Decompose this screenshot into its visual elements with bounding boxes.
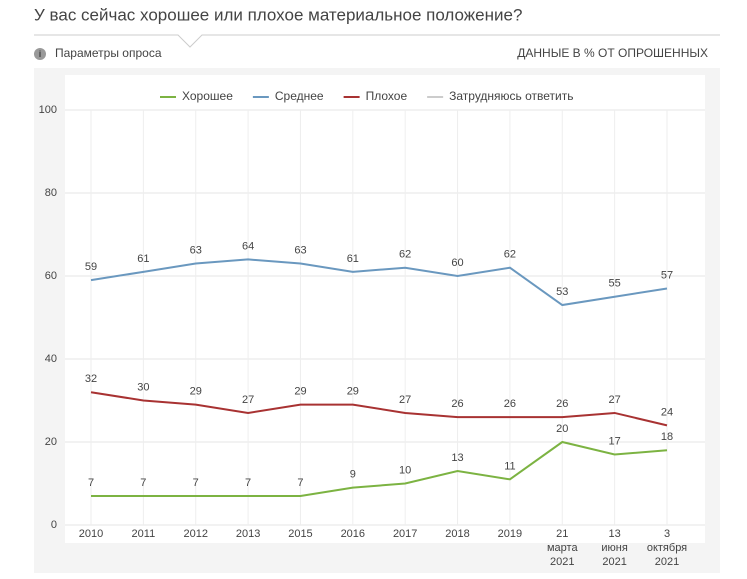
data-label: 9: [350, 469, 356, 481]
data-label: 61: [137, 253, 149, 265]
x-tick-label: 2010: [79, 528, 103, 540]
y-tick-label: 20: [45, 436, 57, 448]
data-label: 61: [347, 253, 359, 265]
plot-area: [65, 75, 705, 543]
x-tick-label: 2013: [236, 528, 260, 540]
data-label: 59: [85, 261, 97, 273]
data-label: 29: [294, 386, 306, 398]
data-label: 7: [88, 477, 94, 489]
x-tick-label: 2018: [445, 528, 469, 540]
x-tick-label: 21 марта 2021: [547, 528, 578, 568]
data-label: 29: [347, 386, 359, 398]
legend-label[interactable]: Хорошее: [182, 89, 233, 103]
data-label: 7: [245, 477, 251, 489]
info-icon[interactable]: [34, 48, 46, 60]
legend-label[interactable]: Плохое: [366, 89, 408, 103]
data-label: 62: [399, 249, 411, 261]
y-tick-label: 40: [45, 353, 57, 365]
data-label: 57: [661, 269, 673, 281]
x-tick-label: 2017: [393, 528, 417, 540]
y-tick-label: 80: [45, 187, 57, 199]
x-tick-label: 2019: [498, 528, 522, 540]
data-label: 55: [609, 278, 621, 290]
y-tick-label: 0: [51, 519, 57, 531]
units-note: ДАННЫЕ В % ОТ ОПРОШЕННЫХ: [517, 46, 708, 60]
x-tick-label: 2016: [341, 528, 365, 540]
data-label: 13: [451, 452, 463, 464]
data-label: 24: [661, 406, 673, 418]
data-label: 7: [140, 477, 146, 489]
data-label: 11: [504, 460, 515, 472]
data-label: 29: [190, 386, 202, 398]
data-label: 62: [504, 249, 516, 261]
series-line: [91, 440, 668, 497]
data-label: 53: [556, 286, 568, 298]
data-label: 7: [193, 477, 199, 489]
survey-params[interactable]: Параметры опроса: [55, 46, 162, 60]
info-icon-glyph: i: [39, 49, 42, 59]
data-label: 60: [451, 257, 463, 269]
data-label: 18: [661, 431, 673, 443]
data-label: 32: [85, 373, 97, 385]
data-label: 63: [190, 244, 202, 256]
data-label: 27: [609, 394, 621, 406]
series-line: [90, 258, 668, 307]
data-label: 17: [609, 435, 621, 447]
separator: [34, 34, 720, 48]
data-label: 10: [399, 464, 411, 476]
data-label: 20: [556, 423, 568, 435]
title: У вас сейчас хорошее или плохое материал…: [34, 5, 522, 24]
data-label: 64: [242, 240, 254, 252]
legend-label[interactable]: Затрудняюсь ответить: [449, 89, 573, 103]
data-label: 27: [399, 394, 411, 406]
x-tick-label: 13 июня 2021: [601, 528, 627, 568]
data-label: 30: [137, 381, 149, 393]
x-tick-label: 2015: [288, 528, 312, 540]
x-tick-label: 2012: [183, 528, 207, 540]
data-label: 63: [294, 244, 306, 256]
legend-label[interactable]: Среднее: [275, 89, 324, 103]
y-tick-label: 60: [45, 270, 57, 282]
y-tick-label: 100: [39, 104, 57, 116]
data-label: 26: [556, 398, 568, 410]
x-tick-label: 2011: [132, 528, 156, 540]
data-label: 26: [451, 398, 463, 410]
data-label: 26: [504, 398, 516, 410]
series-line: [90, 391, 668, 427]
data-label: 27: [242, 394, 254, 406]
data-label: 7: [297, 477, 303, 489]
x-tick-label: 3 октября 2021: [647, 528, 687, 568]
